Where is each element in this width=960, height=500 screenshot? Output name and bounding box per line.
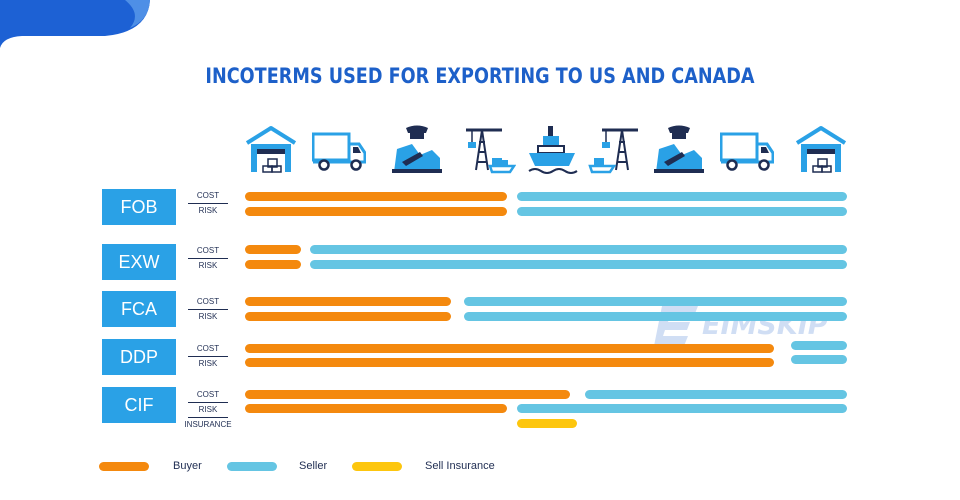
customs-officer-icon [390, 122, 444, 176]
legend-buyer-label: Buyer [173, 460, 202, 472]
warehouse-icon [244, 122, 298, 176]
exw-cost-seller-bar [310, 245, 847, 254]
fob-risk-seller-bar [517, 207, 847, 216]
exw-cost-buyer-bar [245, 245, 301, 254]
risk-label: RISK [198, 359, 218, 368]
risk-label: RISK [198, 312, 218, 321]
legend-buyer-swatch [99, 462, 149, 471]
term-cif: CIF [102, 387, 176, 423]
cost-label: COST [188, 297, 228, 310]
cost-label: COST [188, 344, 228, 357]
legend-seller-swatch [227, 462, 277, 471]
exw-risk-buyer-bar [245, 260, 301, 269]
ddp-risk-buyer-bar [245, 358, 774, 367]
truck-icon [311, 122, 367, 176]
fca-cost-seller-bar [464, 297, 847, 306]
fca-risk-buyer-bar [245, 312, 451, 321]
legend-seller-label: Seller [299, 460, 328, 472]
risk-label: RISK [198, 261, 218, 270]
corner-decoration [0, 0, 150, 48]
term-exw: EXW [102, 244, 176, 280]
cif-risk-buyer-bar [245, 404, 507, 413]
cost-label: COST [188, 191, 228, 204]
fob-cost-seller-bar [517, 192, 847, 201]
fob-risk-buyer-bar [245, 207, 507, 216]
cost-label: COST [188, 246, 228, 259]
fca-risk-seller-bar [464, 312, 847, 321]
ddp-cost-buyer-bar [245, 344, 774, 353]
exw-risk-seller-bar [310, 260, 847, 269]
risk-label: RISK [198, 206, 218, 215]
legend-insurance-label: Sell Insurance [425, 460, 495, 472]
warehouse-icon [794, 122, 848, 176]
page-title: INCOTERMS USED FOR EXPORTING TO US AND C… [205, 64, 755, 88]
customs-officer-icon [652, 122, 706, 176]
cif-cost-seller-bar [585, 390, 847, 399]
legend-insurance-swatch [352, 462, 402, 471]
cif-insurance-bar [517, 419, 577, 428]
cif-cost-buyer-bar [245, 390, 570, 399]
ship-icon [525, 122, 579, 176]
truck-icon [719, 122, 775, 176]
fob-cost-buyer-bar [245, 192, 507, 201]
term-fob: FOB [102, 189, 176, 225]
ddp-cost-seller-bar [791, 341, 847, 350]
fca-cost-buyer-bar [245, 297, 451, 306]
cost-label: COST [188, 390, 228, 403]
port-crane-icon [462, 122, 517, 176]
port-crane-icon [588, 122, 642, 176]
term-ddp: DDP [102, 339, 176, 375]
term-fca: FCA [102, 291, 176, 327]
cif-risk-seller-bar [517, 404, 847, 413]
insurance-label: INSURANCE [184, 420, 232, 429]
ddp-risk-seller-bar [791, 355, 847, 364]
risk-label: RISK [188, 405, 228, 418]
